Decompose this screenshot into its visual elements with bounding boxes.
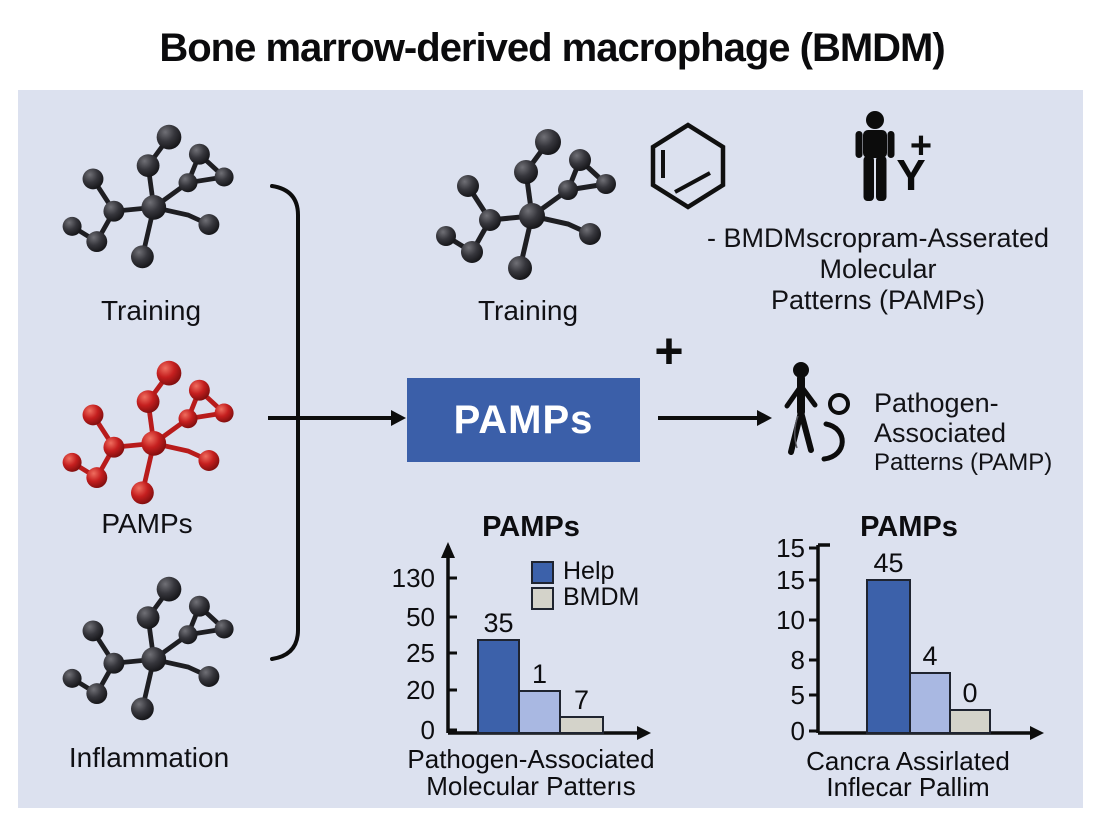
bar-value-label: 45 bbox=[873, 548, 903, 578]
y-tick-label: 15 bbox=[776, 565, 805, 595]
chart-title: PAMPs bbox=[860, 511, 958, 543]
y-tick-label: 0 bbox=[791, 716, 805, 746]
x-axis-label: Cancra Assirlated bbox=[806, 746, 1010, 776]
x-axis-label: Molecular Patterıs bbox=[426, 771, 636, 801]
label-training-center: Training bbox=[477, 295, 579, 326]
pathogen-note-text: Pathogen- Associated Patterns (PAMP) bbox=[874, 388, 1052, 478]
x-axis-arrowhead bbox=[637, 726, 651, 740]
legend-label: BMDM bbox=[563, 583, 639, 611]
figure-title: Bone marrow-derived macrophage (BMDM) bbox=[159, 26, 945, 70]
y-tick-label: 25 bbox=[406, 638, 435, 668]
pamps-note-text: - BMDMscropram-Asserated Molecular Patte… bbox=[660, 223, 1096, 316]
pathogen-note-line-1: Pathogen- bbox=[874, 388, 999, 418]
chart-title: PAMPs bbox=[482, 511, 580, 543]
bar-value-label: 7 bbox=[574, 685, 589, 715]
bar-value-label: 0 bbox=[962, 678, 977, 708]
legend-swatch-1 bbox=[531, 587, 554, 610]
y-receptor-glyph: Y bbox=[896, 151, 926, 200]
bar-right-1 bbox=[909, 672, 951, 734]
y-axis-arrowhead bbox=[441, 542, 455, 558]
bar-left-1 bbox=[518, 690, 561, 734]
y-tick-label: 50 bbox=[406, 602, 435, 632]
bar-right-2 bbox=[949, 709, 991, 734]
y-tick-label: 5 bbox=[791, 680, 805, 710]
pamps-node-box: PAMPs bbox=[407, 378, 640, 462]
x-axis-label: Inflecar Pallim bbox=[826, 772, 989, 802]
pamps-note-line-3: Patterns (PAMPs) bbox=[770, 285, 986, 315]
bar-value-label: 4 bbox=[922, 641, 937, 671]
pathogen-note-line-3: Patterns (PAMP) bbox=[874, 449, 1053, 476]
bar-value-label: 1 bbox=[532, 659, 547, 689]
x-axis-arrowhead bbox=[1030, 726, 1044, 740]
pamps-note-line-1: - BMDMscropram-Asserated bbox=[706, 223, 1050, 253]
molecule-cluster-inflammation-icon bbox=[55, 568, 245, 728]
molecule-cluster-training-left-icon bbox=[55, 116, 245, 276]
pathogen-note-line-2: Associated bbox=[874, 418, 1007, 448]
plus-sign-top-right: + bbox=[909, 125, 933, 167]
y-tick-label: 0 bbox=[421, 715, 435, 745]
plus-sign-center: + bbox=[654, 323, 684, 379]
y-tick-label: 10 bbox=[776, 605, 805, 635]
molecule-cluster-pamps-red-icon bbox=[55, 352, 245, 512]
bar-right-0 bbox=[866, 579, 911, 734]
bar-value-label: 35 bbox=[483, 608, 513, 638]
y-tick-label: 20 bbox=[406, 675, 435, 705]
y-tick-label: 130 bbox=[392, 563, 435, 593]
label-training-left: Training bbox=[100, 295, 202, 326]
label-inflammation: Inflammation bbox=[68, 742, 230, 773]
x-axis-label: Pathogen-Associated bbox=[407, 744, 654, 774]
legend-label: Help bbox=[563, 557, 614, 585]
molecule-cluster-training-center-icon bbox=[428, 122, 628, 286]
y-tick-label: 8 bbox=[791, 645, 805, 675]
label-pamps-left: PAMPs bbox=[101, 508, 193, 539]
legend-swatch-0 bbox=[531, 561, 554, 584]
pamps-note-line-2: Molecular bbox=[819, 254, 937, 284]
bar-left-0 bbox=[477, 639, 520, 734]
pamps-node-label: PAMPs bbox=[453, 397, 594, 442]
bar-left-2 bbox=[559, 716, 604, 734]
y-tick-label: 15 bbox=[776, 533, 805, 563]
